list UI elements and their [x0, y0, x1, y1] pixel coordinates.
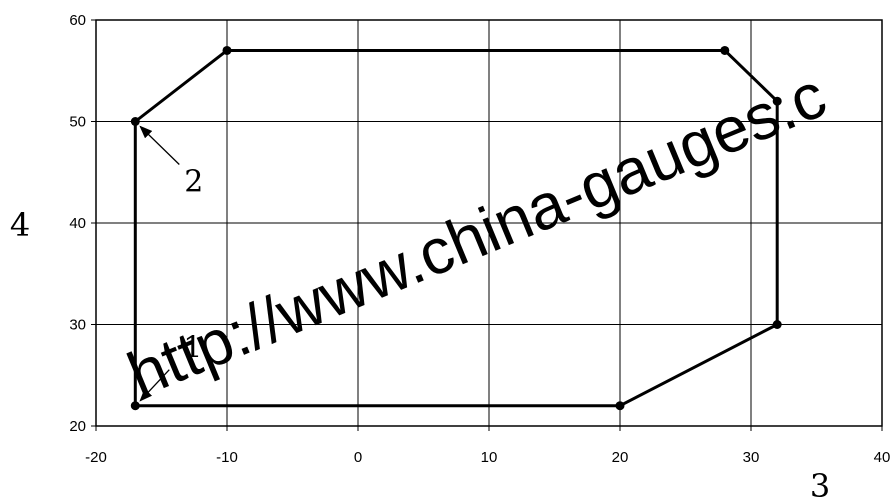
- data-point: [616, 401, 625, 410]
- data-point: [131, 117, 140, 126]
- x-axis-label: 3: [810, 467, 830, 503]
- x-tick-label: 30: [743, 449, 760, 466]
- x-tick-label: -10: [216, 449, 238, 466]
- y-tick-label: 40: [69, 215, 86, 232]
- y-tick-label: 20: [69, 418, 86, 435]
- data-point: [131, 401, 140, 410]
- x-tick-label: 40: [874, 449, 891, 466]
- watermark-text: http://www.china-gauges.c: [118, 59, 836, 411]
- callout-label-2: 2: [184, 165, 203, 200]
- y-tick-label: 60: [69, 12, 86, 29]
- callout-arrow-2: [140, 127, 179, 165]
- y-tick-label: 30: [69, 317, 86, 334]
- x-tick-label: -20: [85, 449, 107, 466]
- y-tick-label: 50: [69, 114, 86, 131]
- data-point: [223, 46, 232, 55]
- data-point: [773, 320, 782, 329]
- x-tick-label: 20: [612, 449, 629, 466]
- data-point: [720, 46, 729, 55]
- x-tick-label: 0: [354, 449, 362, 466]
- y-axis-label: 4: [10, 206, 30, 244]
- x-tick-label: 10: [481, 449, 498, 466]
